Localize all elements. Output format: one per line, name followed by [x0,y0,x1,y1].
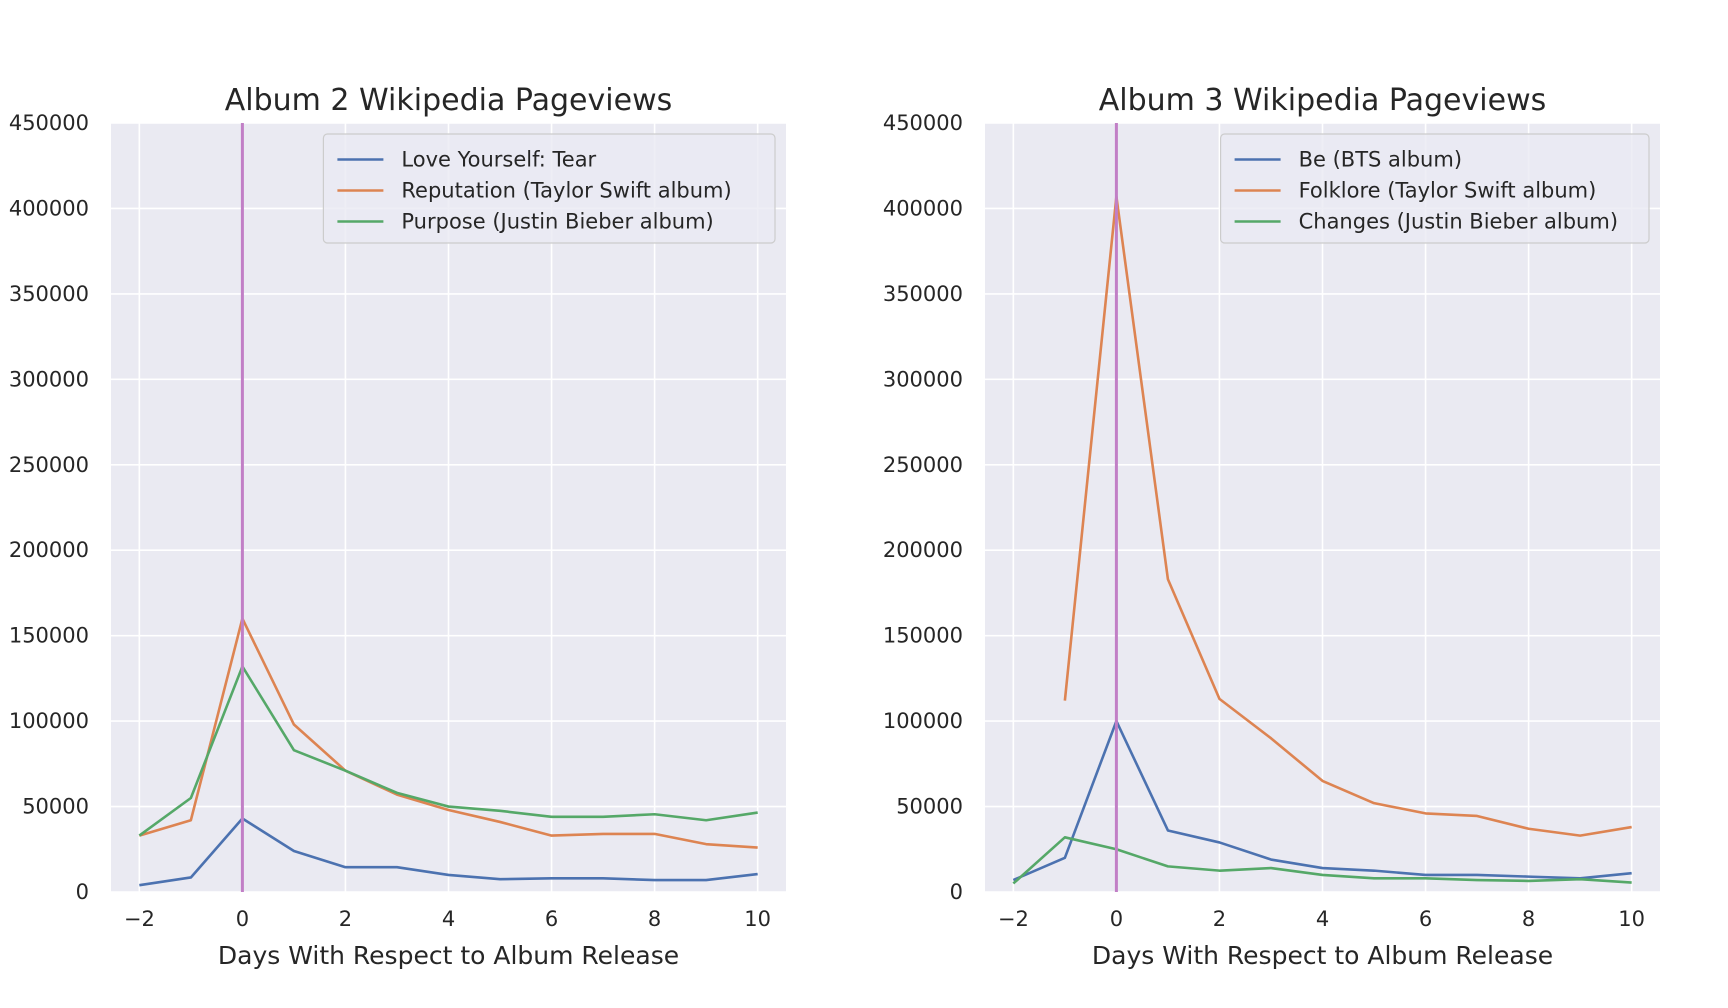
y-tick-label: 300000 [883,367,963,391]
x-tick-label: 6 [1419,907,1432,931]
y-tick-label: 300000 [9,367,89,391]
x-axis-label: Days With Respect to Album Release [218,941,679,970]
series-line [1063,195,1632,837]
y-tick-label: 350000 [9,282,89,306]
y-tick-label: 250000 [883,453,963,477]
x-axis-label: Days With Respect to Album Release [1092,941,1553,970]
chart-title: Album 3 Wikipedia Pageviews [1099,83,1546,118]
x-tick-label: 10 [1618,907,1645,931]
legend-entry: Reputation (Taylor Swift album) [401,179,731,203]
legend-entry: Purpose (Justin Bieber album) [401,210,713,234]
x-tick-label: 2 [1213,907,1226,931]
x-tick-label: 8 [1522,907,1535,931]
x-tick-label: 6 [545,907,558,931]
y-tick-label: 50000 [22,795,89,819]
x-tick-label: 0 [1110,907,1123,931]
x-tick-label: 4 [1316,907,1329,931]
y-tick-label: 50000 [896,795,963,819]
x-tick-label: 2 [339,907,352,931]
y-tick-label: 100000 [9,709,89,733]
legend-box [1219,133,1650,244]
legend: Be (BTS album) Folklore (Taylor Swift alb… [1219,133,1650,244]
legend-entry: Be (BTS album) [1299,148,1462,172]
x-tick-label: −2 [998,907,1029,931]
legend-box [322,133,776,244]
legend-entry: Love Yourself: Tear [401,148,596,172]
y-tick-label: 150000 [883,624,963,648]
y-tick-label: 450000 [9,111,89,135]
y-tick-label: 200000 [883,538,963,562]
y-tick-label: 0 [950,880,963,904]
y-tick-label: 0 [76,880,89,904]
x-tick-label: 0 [236,907,249,931]
y-tick-label: 100000 [883,709,963,733]
chart-album-3: −2 0 2 4 6 8 10 0 50000 100000 150000 200000 250000 3… [883,83,1660,970]
x-tick-label: 8 [648,907,661,931]
chart-title: Album 2 Wikipedia Pageviews [225,83,672,118]
y-tick-label: 350000 [883,282,963,306]
legend: Love Yourself: Tear Reputation (Taylor Sw… [322,133,776,244]
y-tick-label: 450000 [883,111,963,135]
y-tick-label: 200000 [9,538,89,562]
legend-entry: Folklore (Taylor Swift album) [1299,179,1597,203]
chart-album-2: −2 0 2 4 6 8 10 0 50000 100000 150000 200000 250000 3… [9,83,786,970]
y-tick-label: 250000 [9,453,89,477]
x-tick-label: 10 [744,907,771,931]
x-tick-label: −2 [124,907,155,931]
x-tick-label: 4 [442,907,455,931]
y-tick-label: 150000 [9,624,89,648]
legend-entry: Changes (Justin Bieber album) [1299,210,1618,234]
y-tick-label: 400000 [883,196,963,220]
y-tick-label: 400000 [9,196,89,220]
